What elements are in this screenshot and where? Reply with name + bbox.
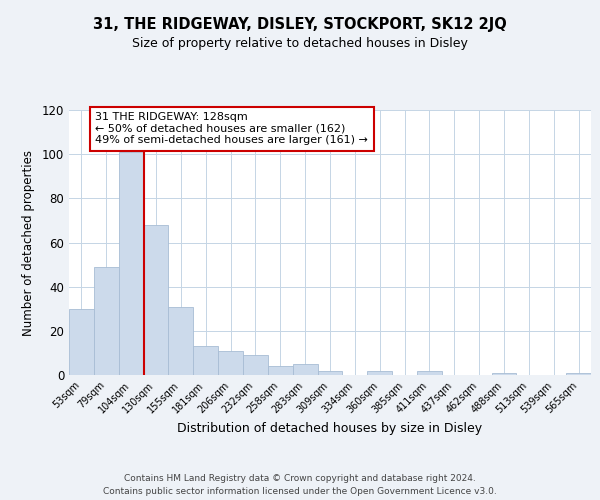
Bar (491, 373, 517, 375)
Bar (218, 350, 243, 375)
Bar (417, 370, 442, 375)
Text: Size of property relative to detached houses in Disley: Size of property relative to detached ho… (132, 38, 468, 51)
Text: 31, THE RIDGEWAY, DISLEY, STOCKPORT, SK12 2JQ: 31, THE RIDGEWAY, DISLEY, STOCKPORT, SK1… (93, 18, 507, 32)
Bar (293, 364, 317, 375)
Bar (243, 355, 268, 375)
Bar (169, 306, 193, 375)
Bar (69, 308, 94, 375)
Bar (193, 346, 218, 375)
Bar (367, 370, 392, 375)
Bar (268, 366, 293, 375)
Text: Contains public sector information licensed under the Open Government Licence v3: Contains public sector information licen… (103, 487, 497, 496)
Text: Contains HM Land Registry data © Crown copyright and database right 2024.: Contains HM Land Registry data © Crown c… (124, 474, 476, 483)
Bar (143, 225, 169, 375)
Bar (119, 152, 143, 375)
X-axis label: Distribution of detached houses by size in Disley: Distribution of detached houses by size … (178, 422, 482, 434)
Bar (94, 267, 119, 375)
Text: 31 THE RIDGEWAY: 128sqm
← 50% of detached houses are smaller (162)
49% of semi-d: 31 THE RIDGEWAY: 128sqm ← 50% of detache… (95, 112, 368, 146)
Bar (566, 373, 591, 375)
Y-axis label: Number of detached properties: Number of detached properties (22, 150, 35, 336)
Bar (317, 370, 343, 375)
